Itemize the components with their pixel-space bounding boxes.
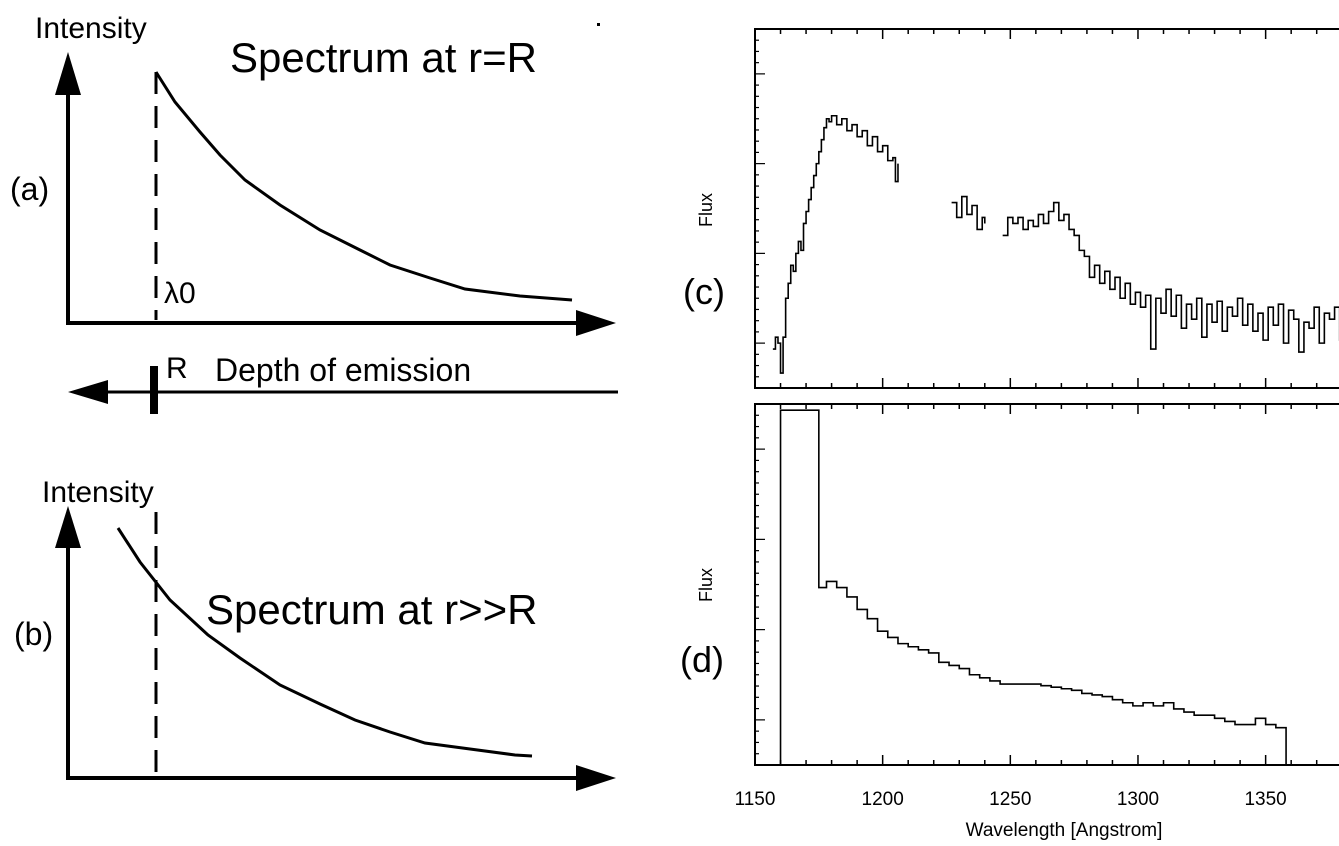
depth-axis-r-label: R	[166, 352, 188, 385]
panel-b-label: (b)	[14, 616, 53, 652]
panel-a-y-label: Intensity	[35, 12, 147, 45]
depth-axis-r-marker	[150, 366, 158, 414]
panel-b-y-arrow-icon	[55, 506, 81, 548]
panel-d-series	[779, 409, 1287, 765]
x-tick-label: 1200	[862, 789, 904, 810]
panel-c-y-ticks	[755, 28, 765, 389]
x-tick-label: 1150	[735, 789, 776, 810]
panel-a-lambda-label: λ0	[164, 277, 196, 310]
panel-d-label: (d)	[680, 639, 724, 680]
panel-d-x-tick-labels: 1150 1200 1250 1300 1350	[735, 789, 1287, 810]
panel-d: 1150 1200 1250 1300 1350 Flux (d) Wavelength…	[680, 403, 1339, 841]
panel-d-ticks	[754, 404, 1318, 765]
panel-b-y-label: Intensity	[42, 476, 154, 509]
panel-d-y-label: Flux	[696, 568, 716, 602]
panel-d-histogram-line	[779, 409, 1287, 765]
panel-a: Intensity Spectrum at r=R (a) λ0	[10, 12, 616, 336]
depth-axis-label: Depth of emission	[215, 352, 471, 388]
panel-a-title: Spectrum at r=R	[230, 34, 537, 81]
depth-axis-arrow-icon	[68, 380, 108, 404]
panel-d-frame	[754, 403, 1339, 766]
panel-a-label: (a)	[10, 171, 49, 207]
panel-c-spectrum-segment	[1002, 201, 1339, 353]
panel-b: Intensity Spectrum at r>>R (b)	[14, 476, 616, 791]
panel-d-x-label: Wavelength [Angstrom]	[966, 820, 1163, 841]
stray-dot	[597, 23, 600, 26]
panel-c-spectrum-segment	[951, 195, 986, 231]
panel-c-ticks	[754, 29, 1318, 388]
panel-b-x-arrow-icon	[576, 765, 616, 791]
panel-a-y-arrow-icon	[55, 52, 81, 95]
panel-c-y-label: Flux	[696, 193, 716, 227]
panel-c-frame	[754, 28, 1339, 389]
panel-c-label: (c)	[683, 271, 725, 312]
x-tick-label: 1250	[989, 789, 1031, 810]
panel-b-spectrum-curve	[116, 527, 533, 758]
panel-a-x-arrow-icon	[576, 310, 616, 336]
x-tick-label: 1300	[1117, 789, 1159, 810]
panel-c-series	[772, 114, 1339, 374]
panel-c: Flux (c)	[683, 28, 1339, 389]
panel-d-y-ticks	[755, 403, 765, 766]
depth-axis: R Depth of emission	[68, 352, 618, 414]
panel-b-title: Spectrum at r>>R	[206, 586, 537, 633]
x-tick-label: 1350	[1244, 789, 1286, 810]
panel-c-spectrum-segment	[772, 114, 899, 374]
panel-a-spectrum-curve	[154, 71, 573, 302]
